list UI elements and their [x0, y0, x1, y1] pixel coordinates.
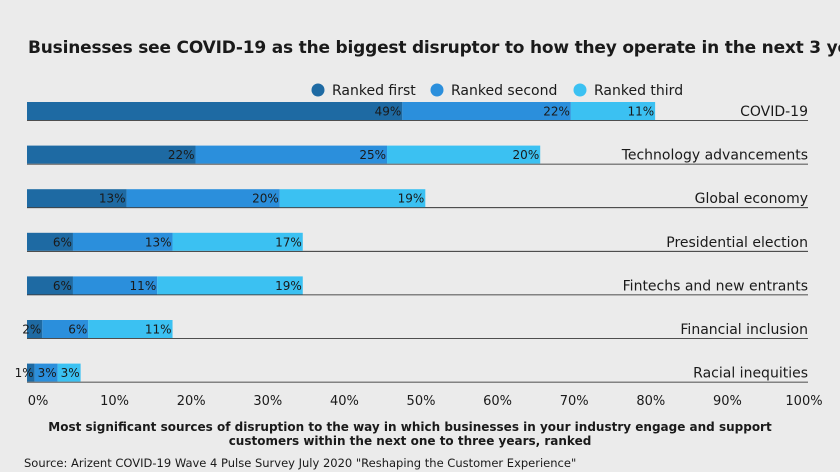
bar-row: 22% 25% 20% Technology advancements	[27, 145, 808, 165]
x-tick-label: 100%	[785, 394, 822, 409]
data-label: 13%	[99, 192, 126, 206]
data-label: 1%	[15, 366, 34, 380]
legend-label: Ranked second	[451, 83, 557, 99]
legend-marker	[311, 83, 325, 97]
x-tick-label: 30%	[253, 394, 282, 409]
x-tick-label: 60%	[483, 394, 512, 409]
bar-segment	[34, 363, 58, 382]
bar-segment	[57, 363, 81, 382]
x-tick-label: 0%	[28, 394, 49, 409]
data-label: 20%	[513, 148, 540, 162]
bar-segment	[72, 232, 173, 251]
bar-segment	[402, 102, 571, 120]
data-label: 2%	[22, 323, 41, 337]
x-tick-label: 40%	[330, 394, 359, 409]
bar-row: 13% 20% 19% Global economy	[27, 189, 808, 209]
data-label: 6%	[53, 279, 72, 293]
category-label: COVID-19	[740, 104, 808, 120]
data-label: 6%	[68, 323, 87, 337]
category-label: Financial inclusion	[680, 322, 808, 338]
x-tick-label: 90%	[713, 394, 742, 409]
bar-segment	[27, 102, 403, 120]
category-label: Presidential election	[666, 235, 808, 251]
chart-rows: 49% 22% 11% COVID-19 22% 25% 20% Technology adv…	[15, 102, 808, 383]
x-axis-ticks: 0% 10% 20% 30% 40% 50% 60% 70% 80% 90% 100%	[28, 394, 823, 409]
x-tick-label: 20%	[177, 394, 206, 409]
category-label: Global economy	[695, 191, 808, 207]
bar-segment	[27, 320, 43, 338]
x-tick-label: 50%	[407, 394, 436, 409]
chart-legend: Ranked first Ranked second Ranked third	[311, 83, 683, 99]
bar-segment	[570, 102, 656, 120]
category-label: Racial inequities	[693, 366, 808, 382]
bar-row: 6% 13% 17% Presidential election	[27, 232, 808, 252]
bar-row: 1% 3% 3% Racial inequities	[15, 363, 808, 383]
data-label: 20%	[252, 192, 279, 206]
x-tick-label: 10%	[100, 394, 129, 409]
bar-segment	[27, 232, 73, 251]
bar-row: 49% 22% 11% COVID-19	[27, 102, 808, 121]
bar-segment	[157, 276, 303, 295]
data-label: 3%	[38, 366, 57, 380]
bar-segment	[27, 189, 127, 208]
bar-segment	[172, 232, 303, 251]
data-label: 22%	[543, 105, 570, 119]
bar-segment	[27, 145, 196, 164]
legend-marker	[430, 83, 444, 97]
data-label: 11%	[130, 279, 157, 293]
category-label: Fintechs and new entrants	[623, 278, 808, 294]
data-label: 3%	[61, 366, 80, 380]
x-tick-label: 70%	[560, 394, 589, 409]
data-label: 19%	[275, 279, 302, 293]
legend-marker	[573, 83, 587, 97]
x-axis-label: Most significant sources of disruption t…	[48, 420, 772, 448]
legend-label: Ranked third	[594, 83, 683, 99]
legend-label: Ranked first	[332, 83, 416, 99]
bar-segment	[279, 189, 426, 208]
data-label: 49%	[375, 105, 402, 119]
source-note: Source: Arizent COVID-19 Wave 4 Pulse Su…	[24, 456, 577, 470]
bar-row: 2% 6% 11% Financial inclusion	[22, 320, 808, 339]
data-label: 13%	[145, 235, 172, 249]
data-label: 22%	[168, 148, 195, 162]
bar-row: 6% 11% 19% Fintechs and new entrants	[27, 276, 808, 296]
bar-segment	[72, 276, 158, 295]
bar-segment	[88, 320, 173, 338]
x-tick-label: 80%	[636, 394, 665, 409]
bar-segment	[42, 320, 89, 338]
chart-title: Businesses see COVID-19 as the biggest d…	[28, 38, 840, 58]
data-label: 6%	[53, 235, 72, 249]
data-label: 19%	[398, 192, 425, 206]
bar-segment	[27, 276, 73, 295]
data-label: 11%	[627, 105, 654, 119]
bar-segment	[27, 363, 35, 382]
data-label: 25%	[359, 148, 386, 162]
bar-segment	[126, 189, 280, 208]
bar-segment	[195, 145, 388, 164]
data-label: 17%	[275, 235, 302, 249]
bar-segment	[387, 145, 541, 164]
category-label: Technology advancements	[621, 148, 808, 164]
data-label: 11%	[145, 323, 172, 337]
